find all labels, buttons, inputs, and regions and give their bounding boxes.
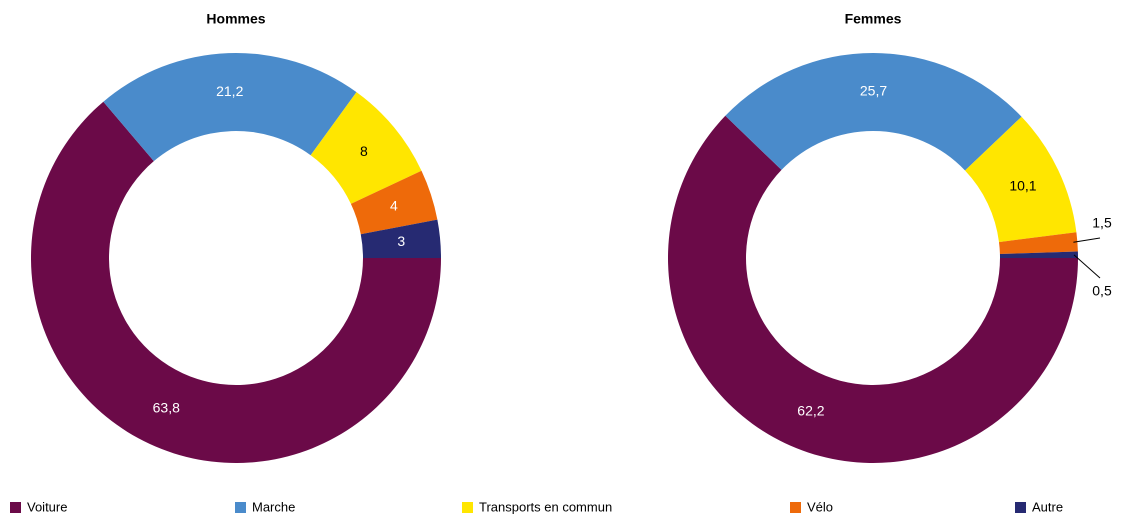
legend-label: Transports en commun: [479, 499, 612, 514]
donut-slice: [965, 116, 1077, 243]
data-label: 21,2: [216, 83, 243, 99]
data-label: 0,5: [1092, 283, 1112, 299]
data-label: 62,2: [797, 403, 824, 419]
donut-slice: [30, 101, 441, 463]
chart-title: Femmes: [845, 11, 902, 27]
legend-swatch: [790, 502, 801, 513]
donut-slice: [310, 92, 422, 204]
legend-swatch: [462, 502, 473, 513]
donut-slice: [668, 115, 1078, 463]
donut-slice: [998, 232, 1078, 255]
donut-slice: [999, 251, 1078, 258]
legend-label: Vélo: [807, 499, 833, 514]
donut-slice: [725, 53, 1022, 171]
chart-title: Hommes: [206, 11, 265, 27]
data-label: 4: [390, 197, 398, 213]
legend-swatch: [235, 502, 246, 513]
leader-line: [1073, 254, 1101, 279]
data-label: 25,7: [860, 83, 887, 99]
donut-slice: [103, 53, 357, 162]
legend-label: Autre: [1032, 499, 1063, 514]
data-label: 63,8: [153, 399, 180, 415]
legend-swatch: [1015, 502, 1026, 513]
data-label: 1,5: [1092, 215, 1112, 231]
donut-slice: [360, 219, 441, 258]
leader-line: [1073, 237, 1101, 243]
data-label: 3: [397, 233, 405, 249]
data-label: 8: [360, 143, 368, 159]
legend-swatch: [10, 502, 21, 513]
legend-label: Voiture: [27, 499, 67, 514]
legend-label: Marche: [252, 499, 295, 514]
data-label: 10,1: [1009, 178, 1036, 194]
donut-slice: [350, 170, 438, 235]
